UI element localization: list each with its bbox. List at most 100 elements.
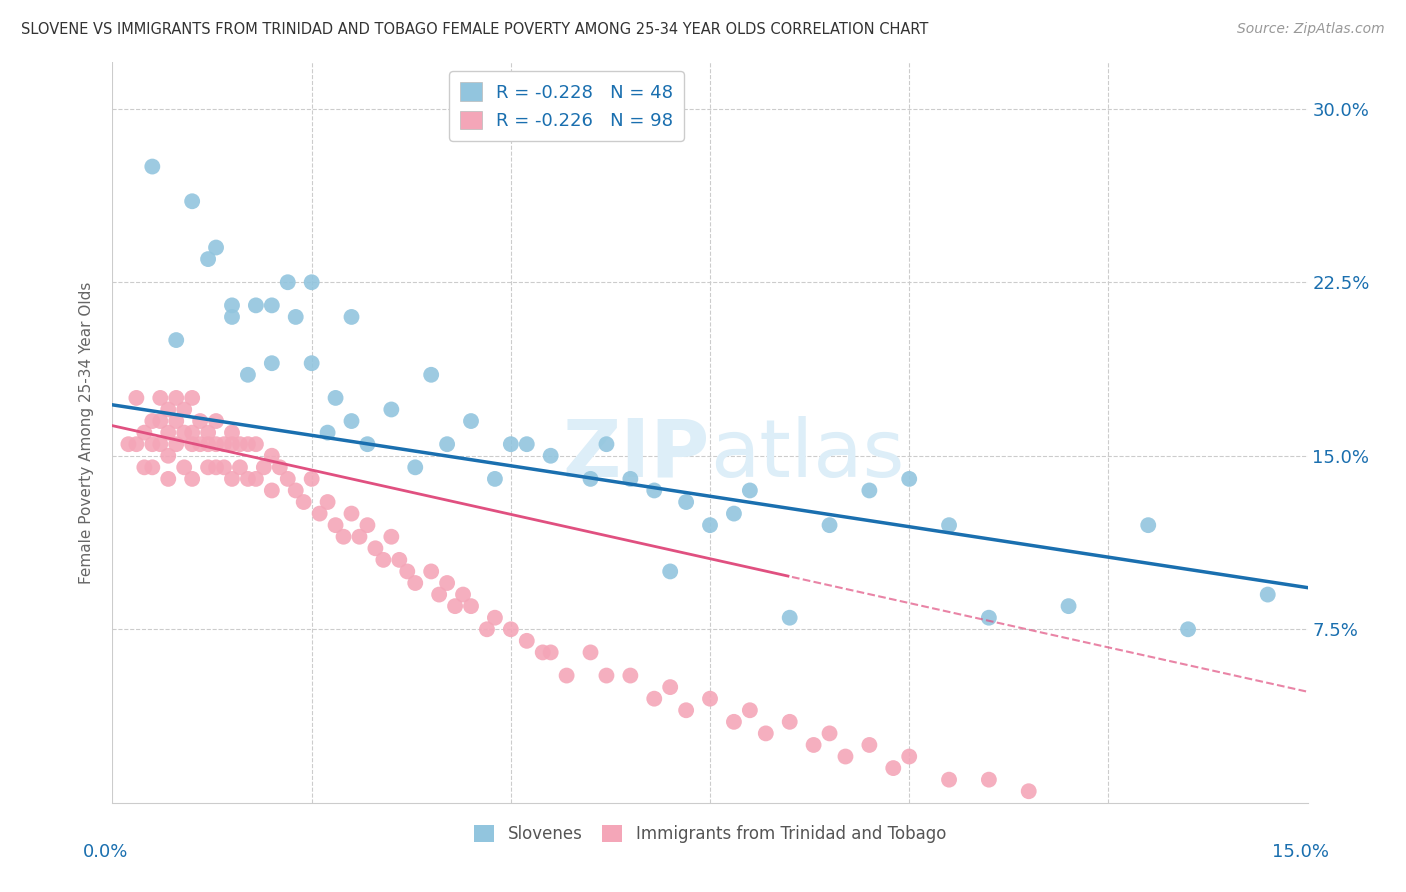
Point <box>301 472 323 486</box>
Point <box>325 518 347 533</box>
Point <box>659 565 682 579</box>
Point <box>165 437 187 451</box>
Point <box>277 275 299 289</box>
Point <box>181 425 204 440</box>
Point <box>134 460 156 475</box>
Point <box>221 472 243 486</box>
Point <box>181 472 204 486</box>
Legend: Slovenes, Immigrants from Trinidad and Tobago: Slovenes, Immigrants from Trinidad and T… <box>467 819 953 850</box>
Point <box>675 495 697 509</box>
Text: ZIP: ZIP <box>562 416 710 494</box>
Point <box>898 472 921 486</box>
Point <box>619 668 641 682</box>
Point <box>643 691 665 706</box>
Point <box>834 749 856 764</box>
Point <box>643 483 665 498</box>
Point <box>197 252 219 266</box>
Point <box>977 772 1000 787</box>
Point <box>277 472 299 486</box>
Point <box>540 449 562 463</box>
Point <box>475 622 498 636</box>
Point <box>229 460 252 475</box>
Point <box>1177 622 1199 636</box>
Point <box>197 425 219 440</box>
Point <box>427 588 450 602</box>
Point <box>149 414 172 428</box>
Point <box>292 495 315 509</box>
Point <box>977 610 1000 624</box>
Point <box>332 530 354 544</box>
Point <box>245 298 267 312</box>
Point <box>882 761 904 775</box>
Point <box>165 333 187 347</box>
Point <box>260 356 283 370</box>
Point <box>460 599 482 614</box>
Point <box>818 726 841 740</box>
Point <box>444 599 467 614</box>
Point <box>269 460 291 475</box>
Point <box>579 472 602 486</box>
Point <box>197 437 219 451</box>
Point <box>157 402 180 417</box>
Point <box>229 437 252 451</box>
Point <box>404 576 426 591</box>
Point <box>380 530 402 544</box>
Point <box>141 414 163 428</box>
Text: SLOVENE VS IMMIGRANTS FROM TRINIDAD AND TOBAGO FEMALE POVERTY AMONG 25-34 YEAR O: SLOVENE VS IMMIGRANTS FROM TRINIDAD AND … <box>21 22 928 37</box>
Point <box>205 460 228 475</box>
Point <box>356 437 378 451</box>
Point <box>723 507 745 521</box>
Point <box>188 414 211 428</box>
Point <box>141 160 163 174</box>
Point <box>1137 518 1160 533</box>
Point <box>499 622 522 636</box>
Point <box>436 437 458 451</box>
Point <box>540 645 562 659</box>
Point <box>221 437 243 451</box>
Point <box>125 437 148 451</box>
Point <box>212 437 235 451</box>
Point <box>818 518 841 533</box>
Point <box>173 425 195 440</box>
Point <box>516 633 538 648</box>
Point <box>308 507 330 521</box>
Point <box>260 483 283 498</box>
Point <box>188 437 211 451</box>
Point <box>205 437 228 451</box>
Point <box>197 460 219 475</box>
Point <box>301 356 323 370</box>
Point <box>388 553 411 567</box>
Point <box>149 437 172 451</box>
Point <box>236 368 259 382</box>
Point <box>205 414 228 428</box>
Point <box>460 414 482 428</box>
Point <box>205 240 228 255</box>
Point <box>451 588 474 602</box>
Point <box>181 391 204 405</box>
Point <box>755 726 778 740</box>
Point <box>212 460 235 475</box>
Point <box>738 483 761 498</box>
Point <box>157 425 180 440</box>
Point <box>141 437 163 451</box>
Point <box>380 402 402 417</box>
Point <box>516 437 538 451</box>
Point <box>396 565 419 579</box>
Point <box>699 691 721 706</box>
Point <box>364 541 387 556</box>
Point <box>1057 599 1080 614</box>
Point <box>173 460 195 475</box>
Point <box>340 310 363 324</box>
Point <box>420 368 443 382</box>
Point <box>157 472 180 486</box>
Point <box>301 275 323 289</box>
Point <box>284 483 307 498</box>
Point <box>779 714 801 729</box>
Point <box>738 703 761 717</box>
Point <box>356 518 378 533</box>
Point <box>349 530 371 544</box>
Point <box>260 449 283 463</box>
Point <box>165 414 187 428</box>
Point <box>157 449 180 463</box>
Point <box>325 391 347 405</box>
